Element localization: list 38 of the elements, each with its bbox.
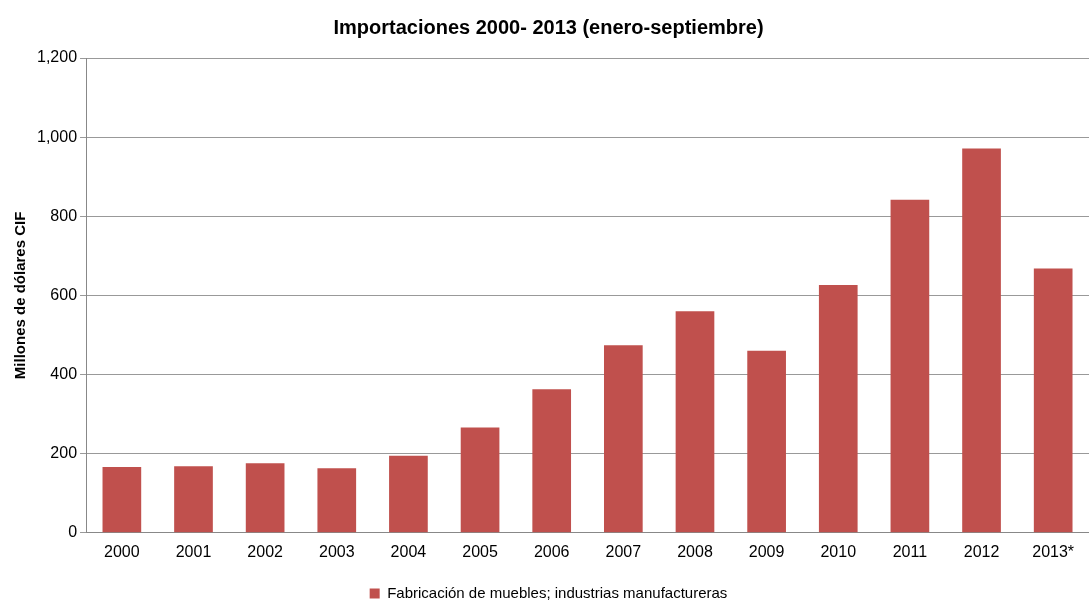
- x-tick-label: 2002: [247, 542, 284, 560]
- y-tick-label: 800: [50, 206, 78, 224]
- bar: [604, 345, 643, 533]
- x-tick-label: 2012: [963, 542, 1000, 560]
- bar: [1033, 268, 1073, 533]
- x-tick-label: 2007: [605, 542, 642, 560]
- x-tick-label: 2006: [533, 542, 570, 560]
- bar: [174, 466, 213, 533]
- x-tick-label: 2009: [748, 542, 785, 560]
- x-tick-label: 2011: [892, 542, 928, 560]
- x-tick-label: 2005: [462, 542, 498, 560]
- bar: [389, 455, 428, 533]
- bar: [317, 468, 357, 533]
- bar: [532, 389, 572, 533]
- y-tick-label: 400: [50, 364, 78, 382]
- x-tick-label: 2004: [390, 542, 427, 560]
- y-tick-label: 600: [50, 285, 78, 303]
- y-tick-label: 0: [68, 523, 78, 541]
- x-tick-label: 2001: [175, 542, 212, 560]
- bar: [962, 148, 1001, 533]
- x-tick-label: 2010: [820, 542, 857, 560]
- y-tick-label: 1,000: [36, 127, 78, 145]
- x-tick-label: 2003: [318, 542, 355, 560]
- y-tick-label: 200: [50, 444, 78, 462]
- bar: [890, 199, 930, 533]
- bar: [747, 350, 786, 533]
- y-tick-label: 1,200: [36, 48, 78, 66]
- bar: [675, 311, 715, 533]
- x-tick-label: 2008: [677, 542, 713, 560]
- chart-title: Importaciones 2000- 2013 (enero-septiembre): [333, 15, 764, 38]
- x-tick-label: 2000: [104, 542, 140, 560]
- y-axis-title: Millones de dólares CIF: [11, 211, 29, 380]
- bar: [818, 285, 858, 533]
- legend-label: Fabricación de muebles; industrias manufactureras: [387, 583, 728, 601]
- bar: [102, 467, 142, 533]
- bar: [460, 427, 500, 533]
- x-tick-label: 2013*: [1032, 542, 1075, 560]
- bar: [245, 463, 285, 533]
